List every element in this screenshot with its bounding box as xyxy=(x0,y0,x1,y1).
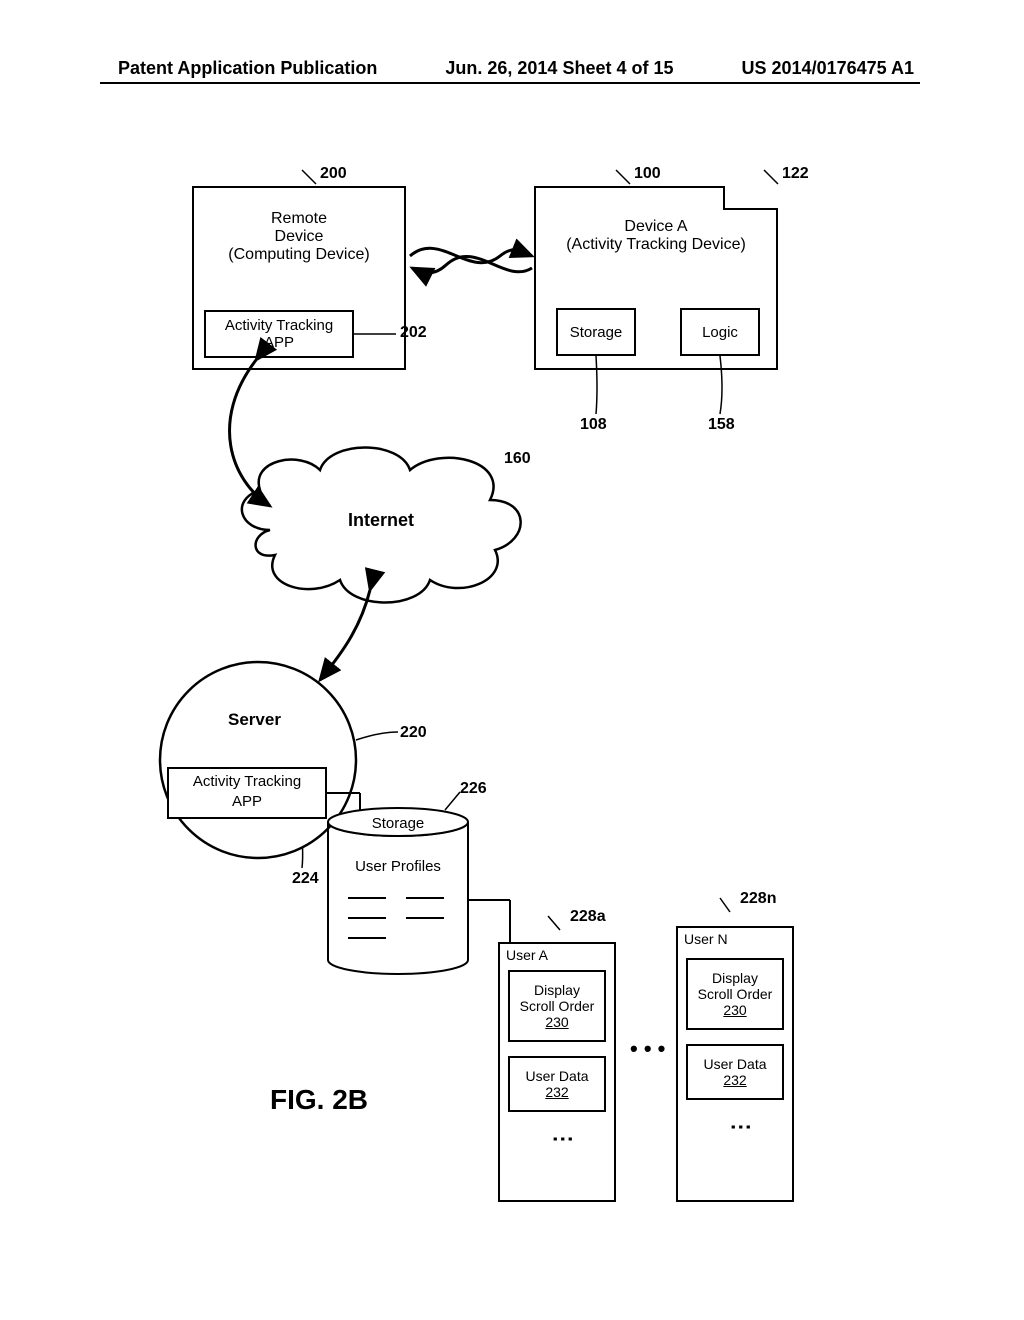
user-a-dso-box: Display Scroll Order 230 xyxy=(508,970,606,1042)
user-a-ud-num: 232 xyxy=(545,1084,568,1100)
user-n-dso-num: 230 xyxy=(723,1002,746,1018)
cloud-label: Internet xyxy=(348,510,414,531)
user-n-dso-box: Display Scroll Order 230 xyxy=(686,958,784,1030)
server-label: Server xyxy=(228,710,281,730)
cyl-top-label: Storage xyxy=(328,815,468,832)
diagram-canvas: Remote Device (Computing Device) Activit… xyxy=(0,0,1024,1320)
user-a-title: User A xyxy=(500,944,614,966)
user-a-ud-line1: User Data xyxy=(525,1068,588,1084)
user-a-dso-line2: Scroll Order xyxy=(520,998,595,1014)
user-n-vdots: ⋮ xyxy=(728,1116,754,1134)
users-ellipsis: • • • xyxy=(630,1036,665,1062)
user-n-ud-line1: User Data xyxy=(703,1056,766,1072)
user-n-ud-box: User Data 232 xyxy=(686,1044,784,1100)
server-app-line1: Activity Tracking xyxy=(168,773,326,790)
figure-label: FIG. 2B xyxy=(270,1084,368,1116)
cyl-sub-label: User Profiles xyxy=(328,858,468,875)
server-app-line2: APP xyxy=(168,793,326,810)
user-n-title: User N xyxy=(678,928,792,950)
user-n-ud-num: 232 xyxy=(723,1072,746,1088)
user-n-dso-line2: Scroll Order xyxy=(698,986,773,1002)
user-n-dso-line1: Display xyxy=(712,970,758,986)
user-a-dso-line1: Display xyxy=(534,982,580,998)
user-a-ud-box: User Data 232 xyxy=(508,1056,606,1112)
user-a-vdots: ⋮ xyxy=(550,1128,576,1146)
user-a-dso-num: 230 xyxy=(545,1014,568,1030)
